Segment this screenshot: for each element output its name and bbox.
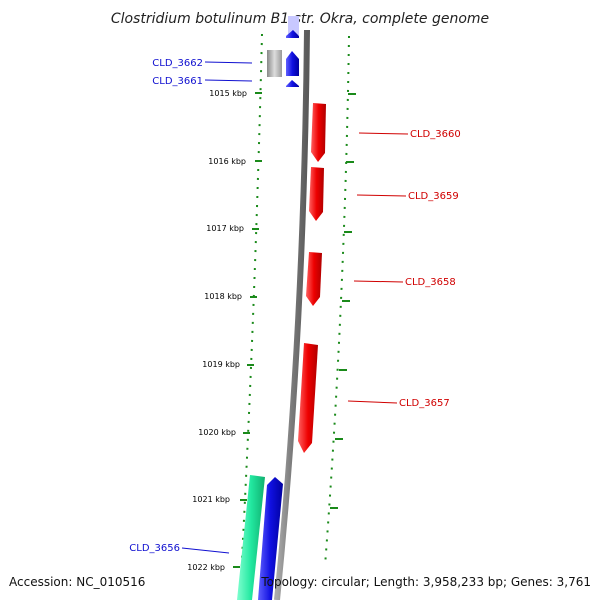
gene-label-cld-3658[interactable]: CLD_3658 — [405, 277, 456, 288]
ruler-label: 1022 kbp — [187, 563, 225, 572]
map-title: Clostridium botulinum B1 str. Okra, comp… — [111, 11, 489, 27]
ruler-ticks-outer — [330, 93, 356, 509]
accession-text: Accession: NC_010516 — [9, 575, 145, 589]
gene-cld-3661[interactable] — [286, 80, 299, 87]
gene-cld-3658[interactable] — [306, 252, 322, 306]
gene-cld-3662[interactable] — [286, 51, 299, 76]
gene-cld-3656[interactable] — [258, 477, 283, 600]
leader-lines — [181, 61, 409, 554]
gene-cld-3660[interactable] — [311, 103, 326, 162]
outer-ring — [324, 35, 350, 567]
gene-cld-3657[interactable] — [298, 343, 318, 453]
rna-gene-cld-3656-neighbor[interactable] — [237, 475, 265, 600]
gene-label-cld-3660[interactable]: CLD_3660 — [410, 129, 461, 140]
gene-cld-3662-neighbor[interactable] — [267, 50, 282, 77]
gene-label-cld-3656[interactable]: CLD_3656 — [129, 543, 180, 554]
gene-label-cld-3662[interactable]: CLD_3662 — [152, 58, 203, 69]
ruler-label: 1020 kbp — [198, 428, 236, 437]
gene-label-cld-3661[interactable]: CLD_3661 — [152, 76, 203, 87]
gene-partial-arrow[interactable] — [286, 30, 299, 38]
ruler-label: 1021 kbp — [192, 495, 230, 504]
ruler-label: 1016 kbp — [208, 157, 246, 166]
gene-partial[interactable] — [288, 16, 299, 35]
ruler-ticks-inner — [233, 92, 262, 568]
topology-text: Topology: circular; Length: 3,958,233 bp… — [260, 575, 591, 589]
ruler-label: 1015 kbp — [209, 89, 247, 98]
gene-label-cld-3657[interactable]: CLD_3657 — [399, 398, 450, 409]
ruler-labels: 1015 kbp 1016 kbp 1017 kbp 1018 kbp 1019… — [187, 89, 247, 572]
genome-backbone — [274, 29, 310, 600]
gene-cld-3659[interactable] — [309, 167, 324, 221]
gene-label-cld-3659[interactable]: CLD_3659 — [408, 191, 459, 202]
ruler-label: 1018 kbp — [204, 292, 242, 301]
ruler-label: 1017 kbp — [206, 224, 244, 233]
ruler-label: 1019 kbp — [202, 360, 240, 369]
